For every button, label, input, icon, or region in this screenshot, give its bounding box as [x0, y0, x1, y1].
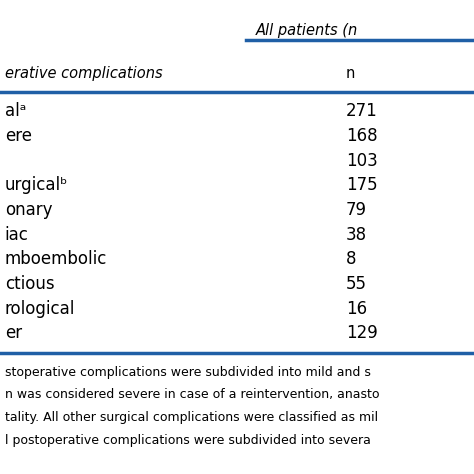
Text: urgicalᵇ: urgicalᵇ [5, 176, 68, 194]
Text: 8: 8 [346, 250, 356, 268]
Text: 16: 16 [346, 300, 367, 318]
Text: rological: rological [5, 300, 75, 318]
Text: 168: 168 [346, 127, 378, 145]
Text: 129: 129 [346, 324, 378, 342]
Text: 103: 103 [346, 152, 378, 170]
Text: alᵃ: alᵃ [5, 102, 26, 120]
Text: iac: iac [5, 226, 28, 244]
Text: 38: 38 [346, 226, 367, 244]
Text: 79: 79 [346, 201, 367, 219]
Text: mboembolic: mboembolic [5, 250, 107, 268]
Text: 271: 271 [346, 102, 378, 120]
Text: l postoperative complications were subdivided into severa: l postoperative complications were subdi… [5, 434, 371, 447]
Text: n: n [346, 66, 356, 81]
Text: stoperative complications were subdivided into mild and s: stoperative complications were subdivide… [5, 365, 371, 379]
Text: 175: 175 [346, 176, 378, 194]
Text: onary: onary [5, 201, 52, 219]
Text: erative complications: erative complications [5, 66, 163, 81]
Text: tality. All other surgical complications were classified as mil: tality. All other surgical complications… [5, 411, 378, 424]
Text: 55: 55 [346, 275, 367, 293]
Text: All patients (n: All patients (n [256, 23, 358, 38]
Text: ctious: ctious [5, 275, 55, 293]
Text: ere: ere [5, 127, 32, 145]
Text: n was considered severe in case of a reintervention, anasto: n was considered severe in case of a rei… [5, 388, 379, 401]
Text: er: er [5, 324, 22, 342]
